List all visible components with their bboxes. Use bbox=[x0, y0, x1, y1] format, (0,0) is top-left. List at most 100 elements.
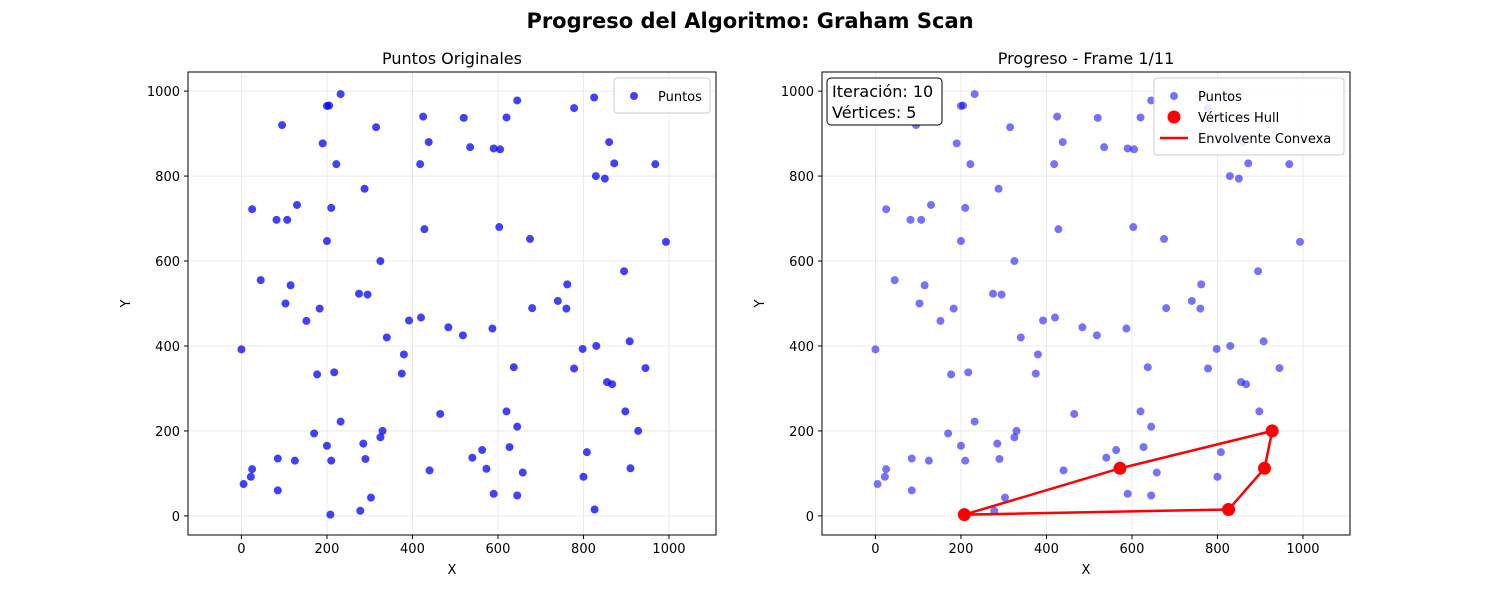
data-point bbox=[949, 304, 958, 313]
data-point bbox=[1123, 489, 1132, 498]
data-point bbox=[246, 472, 255, 481]
data-point bbox=[1212, 344, 1221, 353]
x-tick-label: 0 bbox=[237, 542, 245, 557]
data-point bbox=[1070, 409, 1079, 418]
data-point bbox=[621, 407, 630, 416]
data-point bbox=[466, 143, 475, 152]
data-point bbox=[1225, 172, 1234, 181]
data-point bbox=[1136, 113, 1145, 122]
y-tick-label: 600 bbox=[155, 255, 180, 270]
data-point bbox=[361, 454, 370, 463]
data-point bbox=[1130, 145, 1139, 154]
y-tick-label: 1000 bbox=[781, 85, 814, 100]
y-tick-label: 800 bbox=[789, 170, 814, 185]
data-point bbox=[563, 280, 572, 289]
data-point bbox=[956, 237, 965, 246]
x-tick-label: 200 bbox=[949, 542, 974, 557]
info-box bbox=[826, 77, 943, 126]
data-point bbox=[924, 456, 933, 465]
y-tick-label: 200 bbox=[155, 425, 180, 440]
data-point bbox=[959, 101, 968, 110]
data-point bbox=[882, 205, 891, 214]
legend-marker bbox=[1167, 110, 1181, 124]
data-point bbox=[590, 505, 599, 514]
data-point bbox=[1234, 174, 1243, 183]
data-point bbox=[459, 113, 468, 122]
legend-box bbox=[1153, 77, 1345, 156]
data-point bbox=[936, 316, 945, 325]
data-point bbox=[1122, 324, 1131, 333]
data-point bbox=[997, 290, 1006, 299]
chart-panel-original: 0 200 400 600 800 1000 0 200 400 600 800 1000 X Y Punt… bbox=[119, 49, 717, 578]
data-point bbox=[1053, 112, 1062, 121]
axes-frame bbox=[187, 71, 717, 536]
data-point bbox=[315, 304, 324, 313]
x-tick-label: 600 bbox=[1120, 542, 1145, 557]
legend-label: Vértices Hull bbox=[1198, 111, 1279, 126]
data-point bbox=[626, 464, 635, 473]
data-point bbox=[458, 331, 467, 340]
chart-title: Progreso - Frame 1/11 bbox=[998, 49, 1175, 68]
data-point bbox=[1139, 443, 1148, 452]
data-point bbox=[322, 237, 331, 246]
data-point bbox=[290, 456, 299, 465]
data-point bbox=[570, 104, 579, 113]
hull-line bbox=[964, 429, 1274, 516]
data-point bbox=[505, 443, 514, 452]
data-point bbox=[489, 144, 498, 153]
data-point bbox=[489, 489, 498, 498]
data-point bbox=[419, 112, 428, 121]
x-tick-label: 0 bbox=[871, 542, 879, 557]
data-point bbox=[513, 96, 522, 105]
data-point bbox=[322, 441, 331, 450]
data-point bbox=[416, 160, 425, 169]
data-point bbox=[1295, 237, 1304, 246]
data-point bbox=[1102, 453, 1111, 462]
y-axis-label: Y bbox=[753, 299, 768, 308]
data-point bbox=[590, 93, 599, 102]
data-point bbox=[1000, 493, 1009, 502]
data-point bbox=[1147, 491, 1156, 500]
data-point bbox=[1254, 267, 1263, 276]
data-point bbox=[641, 364, 650, 373]
data-point bbox=[281, 299, 290, 308]
data-point bbox=[1259, 337, 1268, 346]
data-point bbox=[1255, 407, 1264, 416]
data-point bbox=[1242, 380, 1251, 389]
data-point bbox=[1129, 223, 1138, 232]
data-point bbox=[327, 203, 336, 212]
data-point bbox=[961, 456, 970, 465]
data-point bbox=[332, 160, 341, 169]
data-point bbox=[526, 234, 535, 243]
data-point bbox=[420, 225, 429, 234]
data-point bbox=[1285, 160, 1294, 169]
data-point bbox=[372, 123, 381, 132]
data-point bbox=[1136, 407, 1145, 416]
data-point bbox=[1143, 363, 1152, 372]
data-point bbox=[956, 441, 965, 450]
data-point bbox=[578, 344, 587, 353]
data-point bbox=[1078, 323, 1087, 332]
data-point bbox=[579, 472, 588, 481]
data-point bbox=[1100, 143, 1109, 152]
data-point bbox=[920, 281, 929, 290]
data-point bbox=[302, 316, 311, 325]
data-point bbox=[966, 160, 975, 169]
data-point bbox=[444, 323, 453, 332]
data-point bbox=[582, 448, 591, 457]
plot-area bbox=[871, 90, 1304, 522]
data-point bbox=[871, 345, 880, 354]
data-point bbox=[293, 200, 302, 209]
axes-frame bbox=[821, 71, 1351, 536]
data-point bbox=[625, 337, 634, 346]
y-tick-label: 400 bbox=[789, 340, 814, 355]
data-point bbox=[1050, 160, 1059, 169]
data-point bbox=[608, 380, 617, 389]
data-point bbox=[502, 407, 511, 416]
data-point bbox=[1051, 313, 1060, 322]
data-point bbox=[518, 468, 527, 477]
data-point bbox=[326, 510, 335, 519]
x-tick-label: 400 bbox=[1034, 542, 1059, 557]
legend-label: Puntos bbox=[1198, 90, 1242, 105]
